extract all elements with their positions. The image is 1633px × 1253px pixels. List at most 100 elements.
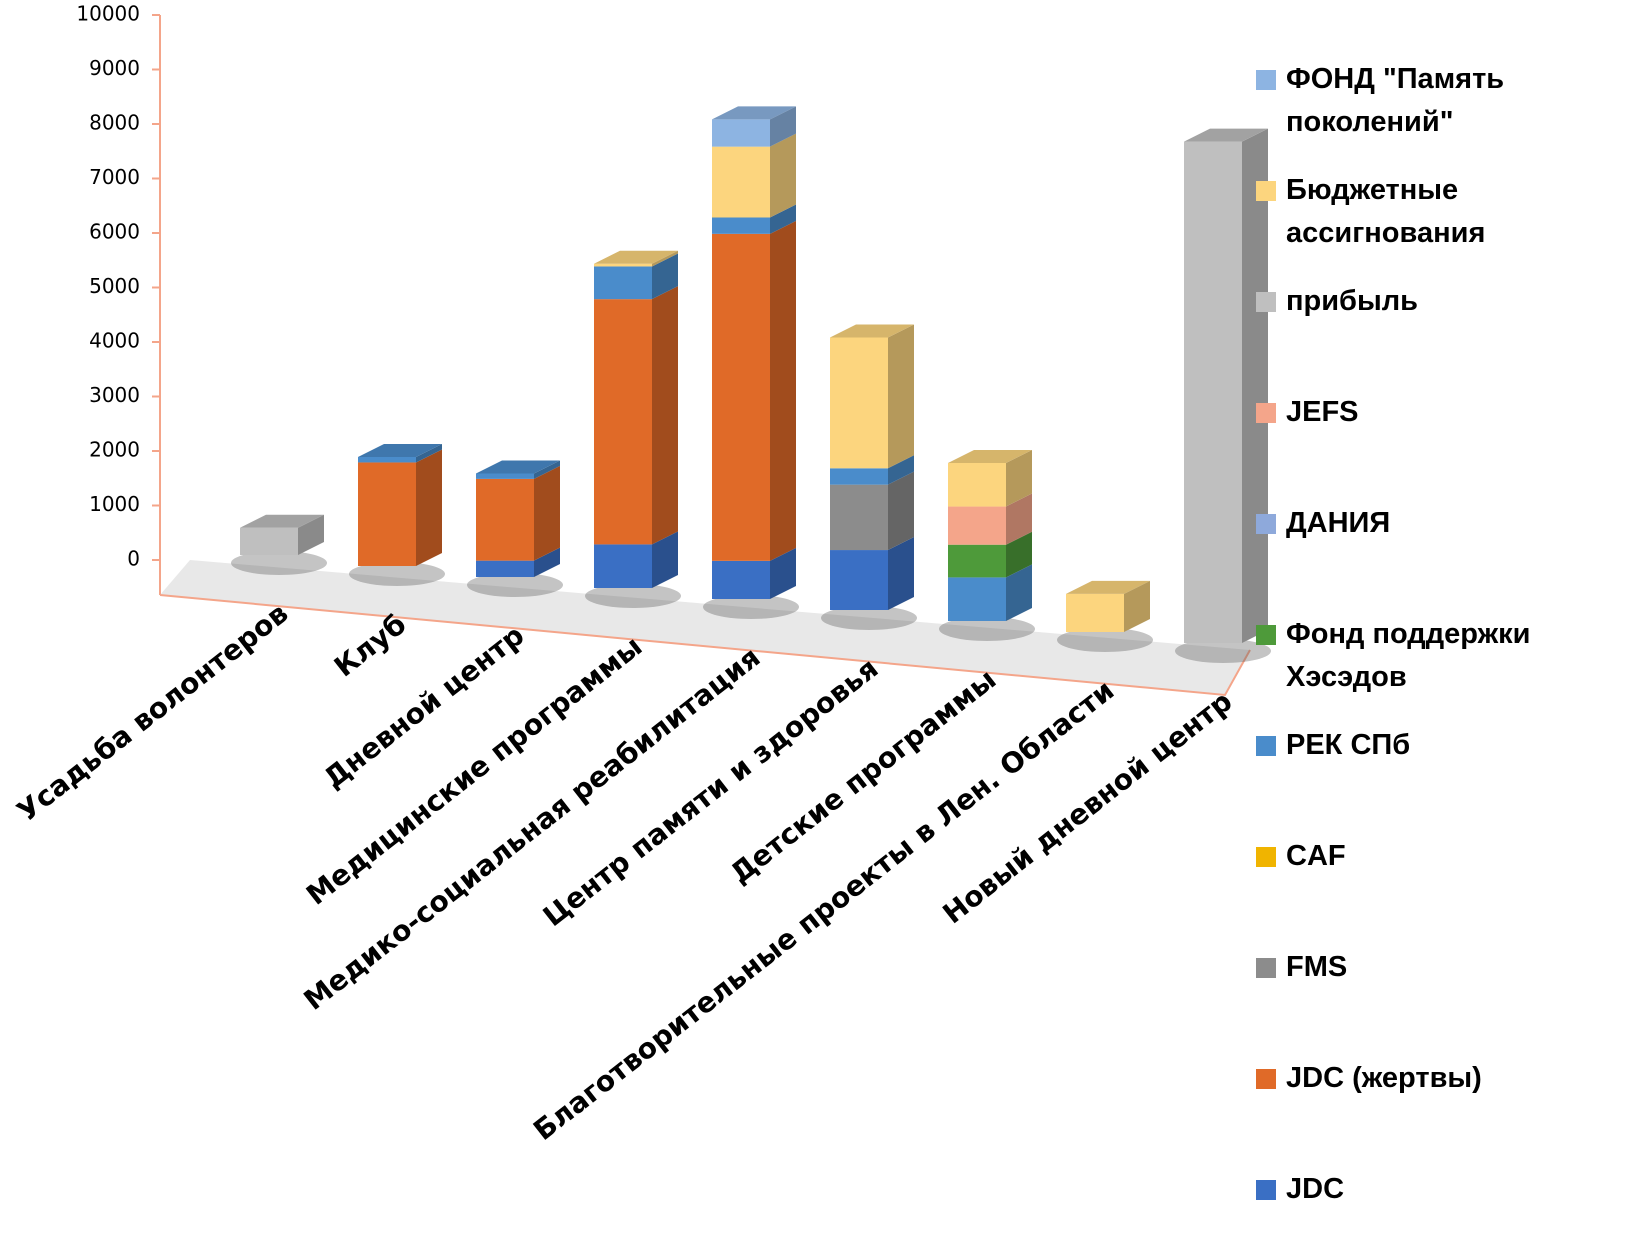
bar-segment (594, 544, 652, 588)
bar-segment (240, 527, 298, 555)
shadow (231, 551, 327, 575)
bar-top (1184, 128, 1268, 142)
legend-label: ФОНД "Память поколений" (1286, 63, 1505, 138)
legend-swatch (1256, 958, 1276, 978)
bar-top (830, 324, 914, 338)
legend-label: Бюджетные ассигнования (1286, 174, 1486, 249)
bar-segment (948, 577, 1006, 621)
legend-item: ФОНД "Память поколений" (1256, 58, 1576, 144)
shadow (467, 573, 563, 597)
bar-top (1066, 580, 1150, 594)
bar-side (1006, 493, 1032, 545)
bar-side (1006, 531, 1032, 578)
y-tick-label: 7000 (89, 165, 140, 189)
legend-label: РЕК СПб (1286, 729, 1411, 761)
legend-item: FMS (1256, 946, 1576, 989)
bar-segment (594, 266, 652, 300)
bar-side (770, 133, 796, 218)
bar-side (652, 250, 678, 267)
bar-top (358, 444, 442, 457)
x-tick-label: Усадьба волонтеров (11, 597, 294, 829)
bar-segment (476, 560, 534, 577)
bar-segment (358, 457, 416, 463)
bar-segment (712, 146, 770, 218)
bar-segment (594, 299, 652, 545)
shadow (821, 606, 917, 630)
bar-top (712, 106, 796, 120)
legend-item: ДАНИЯ (1256, 502, 1576, 545)
shadow (1175, 639, 1271, 663)
bar-segment (1066, 593, 1124, 632)
bar-side (416, 449, 442, 566)
x-tick-label: Детские программы (724, 663, 1002, 891)
legend-item: Бюджетные ассигнования (1256, 169, 1576, 255)
x-tick-label: Медико-социальная реабилитация (298, 641, 767, 1017)
legend-swatch (1256, 1069, 1276, 1089)
y-tick-label: 9000 (89, 56, 140, 80)
bar-top (594, 250, 678, 264)
legend-swatch (1256, 292, 1276, 312)
bar-side (652, 531, 678, 588)
bar-side (888, 471, 914, 551)
legend-label: JDC (1286, 1173, 1345, 1205)
legend-swatch (1256, 736, 1276, 756)
bar-side (416, 444, 442, 463)
bar-side (770, 220, 796, 561)
bar-side (888, 455, 914, 485)
y-tick-label: 5000 (89, 274, 140, 298)
bar-segment (830, 337, 888, 469)
x-tick-label: Клуб (328, 608, 412, 684)
legend-item: прибыль (1256, 280, 1576, 323)
bar-side (888, 324, 914, 469)
bar-segment (476, 478, 534, 561)
y-tick-label: 2000 (89, 438, 140, 462)
bar-side (652, 253, 678, 300)
legend-swatch (1256, 181, 1276, 201)
bar-segment (594, 263, 652, 267)
bar-segment (948, 462, 1006, 507)
legend-label: Фонд поддержки Хэсэдов (1286, 618, 1531, 693)
bar-top (476, 460, 560, 474)
legend-item: JDC (1256, 1168, 1576, 1211)
shadow (349, 562, 445, 586)
bar-side (770, 204, 796, 234)
bar-segment (948, 544, 1006, 578)
legend-label: FMS (1286, 951, 1348, 983)
shadow (585, 584, 681, 608)
legend-swatch (1256, 70, 1276, 90)
floor (160, 560, 1250, 695)
legend-swatch (1256, 514, 1276, 534)
bar-side (534, 460, 560, 479)
bar-segment (712, 560, 770, 599)
legend-item: РЕК СПб (1256, 724, 1576, 767)
bar-segment (712, 217, 770, 234)
bar-segment (948, 506, 1006, 545)
bar-side (534, 547, 560, 577)
bar-segment (830, 468, 888, 485)
bar-side (534, 465, 560, 561)
legend-label: прибыль (1286, 285, 1418, 317)
bar-side (652, 286, 678, 545)
bar-side (770, 106, 796, 147)
bar-side (888, 537, 914, 610)
y-tick-label: 10000 (76, 2, 140, 26)
bar-side (1124, 580, 1150, 632)
bar-side (770, 547, 796, 599)
y-tick-label: 3000 (89, 383, 140, 407)
bar-segment (830, 484, 888, 551)
bar-side (298, 514, 324, 555)
shadow (1057, 628, 1153, 652)
bar-segment (1184, 141, 1242, 643)
bar-side (1006, 564, 1032, 621)
floor-edge (159, 594, 1251, 697)
bar-segment (476, 473, 534, 479)
legend-label: JDC (жертвы) (1286, 1062, 1482, 1094)
bar-top (948, 449, 1032, 463)
bar-top (240, 514, 324, 528)
y-tick-label: 1000 (89, 492, 140, 516)
bar-side (1006, 449, 1032, 507)
legend-label: ДАНИЯ (1286, 507, 1391, 539)
y-tick-label: 4000 (89, 329, 140, 353)
